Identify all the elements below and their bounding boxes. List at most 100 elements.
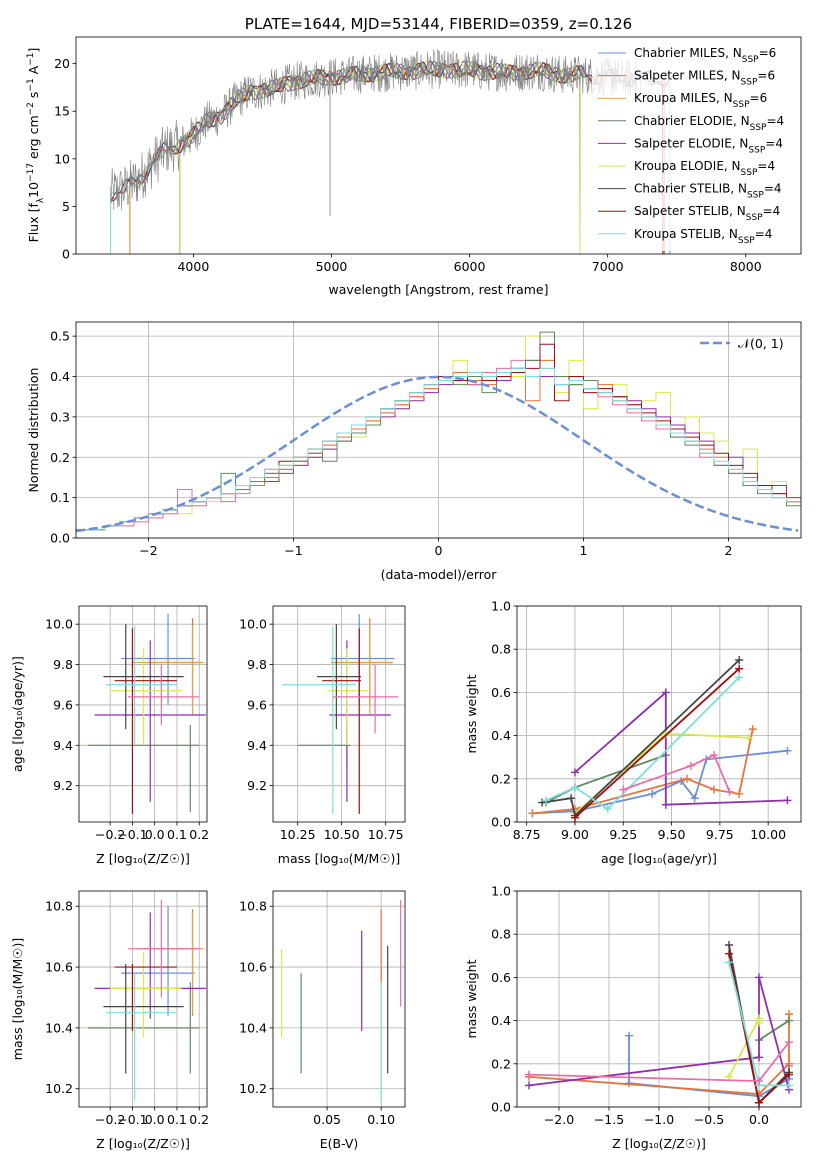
label-segment: −1	[26, 78, 36, 91]
x-tick-label: −0.2	[95, 827, 125, 842]
x-tick-label: −1	[284, 543, 302, 558]
age_vs_mass-grid	[273, 606, 405, 822]
weight-point-marker	[748, 725, 757, 734]
y-tick-label: 9.6	[53, 697, 73, 712]
weight-point-marker	[785, 1059, 793, 1068]
legend-label: Kroupa MILES, NSSP=6	[634, 91, 767, 110]
x-tick-label: −0.5	[694, 1112, 724, 1127]
y-tick-label: 10.4	[45, 1020, 73, 1035]
x-tick-label: 0	[435, 543, 443, 558]
age_vs_mass-plot-area	[281, 614, 398, 814]
model-spectrum-line	[110, 62, 664, 254]
y-tick-label: 10.8	[45, 899, 73, 914]
x-tick-label: 9.75	[706, 827, 734, 842]
x-tick-label: 10.75	[368, 827, 404, 842]
weight-point-marker	[755, 1018, 763, 1027]
y-axis-label: Flux [fλ10−17 erg cm−2 s−1 A−1]	[26, 48, 46, 243]
y-tick-label: 10.6	[239, 960, 267, 975]
label-segment: −2	[26, 102, 36, 115]
y-tick-label: 0.4	[491, 728, 511, 743]
model-spectrum-line	[129, 62, 665, 254]
weight-point-marker	[735, 656, 744, 664]
x-tick-label: 0.0	[749, 1112, 769, 1127]
x-axis-label: age [log₁₀(age/yr)]	[601, 851, 717, 866]
y-tick-label: 9.4	[53, 738, 73, 753]
normal-reference-curve	[76, 375, 799, 533]
y-tick-label: 0.0	[50, 531, 70, 546]
label-segment: Salpeter MILES, N	[634, 69, 741, 83]
y-tick-label: 10	[54, 151, 70, 166]
weight-point-marker	[567, 794, 576, 803]
x-tick-label: 0.0	[145, 1112, 165, 1127]
x-tick-label: 8000	[730, 259, 762, 274]
y-tick-label: 0.1	[50, 490, 70, 505]
label-segment: =6	[757, 69, 775, 83]
mass_vs_ebv-spines	[272, 890, 406, 1108]
mass_vs_Z-axes: −0.2−0.10.0 0.1 0.2 10.2 10.4 10.6 10.8	[45, 890, 209, 1127]
label-segment: =4	[766, 114, 784, 128]
weight-point-marker	[619, 785, 628, 794]
model-spectrum-line	[110, 61, 671, 254]
spectrum-frame: 4000 5000 6000 7000 8000 0 5 10 15 20	[54, 36, 802, 274]
histogram-series	[76, 359, 801, 538]
weight_vs_age-frame: 8.75 9.00 9.25 9.50 9.75 10.00 0.0 0.2 0.4 0.6 0.8…	[491, 599, 802, 842]
model-spectrum-line	[129, 61, 581, 254]
x-tick-label: 0.2	[189, 1112, 209, 1127]
label-segment: Salpeter STELIB, N	[634, 204, 746, 218]
weight-point-marker	[570, 813, 579, 822]
mass_vs_ebv-frame: 0.05 0.10 10.2 10.4 10.6 10.8	[239, 890, 406, 1127]
label-segment: s	[26, 92, 41, 103]
x-tick-label: 9.00	[561, 827, 589, 842]
age_vs_mass-frame: 10.25 10.50 10.75 9.2 9.4 9.6 9.8 10.0	[239, 605, 406, 842]
y-axis-label: mass weight	[464, 959, 479, 1038]
y-tick-label: 9.4	[247, 738, 267, 753]
weight-point-marker	[785, 1081, 793, 1090]
weight-point-marker	[541, 796, 550, 805]
weight-point-marker	[690, 794, 699, 803]
weight-series-line	[574, 667, 740, 819]
y-tick-label: 9.8	[53, 657, 73, 672]
x-axis-label: E(B-V)	[320, 1136, 359, 1151]
x-tick-label: 0.0	[145, 827, 165, 842]
weight-point-marker	[735, 664, 744, 673]
weight-point-marker	[755, 1077, 763, 1086]
y-axis-label: age [log₁₀(age/yr)]	[10, 656, 25, 772]
y-tick-label: 5	[62, 199, 70, 214]
model-spectrum-line	[129, 61, 665, 254]
label-segment: 10	[26, 182, 41, 198]
label-segment: SSP	[741, 78, 758, 88]
weight-point-marker	[603, 805, 612, 814]
y-tick-label: 0.6	[491, 970, 511, 985]
weight-point-marker	[528, 809, 537, 818]
weight_vs_age-axes: 8.75 9.00 9.25 9.50 9.75 10.00 0.0 0.2 0.4 0.6 0.8…	[491, 599, 802, 842]
label-segment: −1	[26, 53, 36, 66]
residuals-spines	[75, 321, 802, 539]
age_vs_Z-grid	[79, 606, 207, 822]
residuals-axes: −2 −1 0 1 2 0.0 0.1 0.2 0.3 0.4 0.5	[50, 321, 802, 558]
label-segment: Kroupa ELODIE, N	[634, 159, 741, 173]
y-tick-label: 15	[54, 104, 70, 119]
x-tick-label: 0.2	[189, 827, 209, 842]
weight-point-marker	[783, 746, 792, 755]
weight-point-marker	[625, 1031, 633, 1040]
y-tick-label: 10.4	[239, 1020, 267, 1035]
label-segment: SSP	[747, 191, 764, 201]
weight-series-line	[532, 728, 754, 815]
x-tick-label: −2.0	[544, 1112, 574, 1127]
label-segment: Salpeter ELODIE, N	[634, 136, 748, 150]
x-tick-label: 7000	[592, 259, 624, 274]
x-tick-label: −2	[139, 543, 157, 558]
histogram-series	[76, 331, 801, 538]
mass_vs_ebv-plot-area	[281, 900, 402, 1101]
weight-point-marker	[686, 761, 695, 770]
weight-point-marker	[735, 673, 744, 682]
spectrum-plot-area	[110, 48, 671, 254]
observed-spectrum-line	[110, 48, 643, 211]
legend: 𝒩(0, 1)	[700, 336, 784, 351]
weight-point-marker	[725, 787, 734, 796]
y-tick-label: 0.0	[491, 815, 511, 830]
x-tick-label: −0.2	[95, 1112, 125, 1127]
x-tick-label: 10.50	[324, 827, 360, 842]
